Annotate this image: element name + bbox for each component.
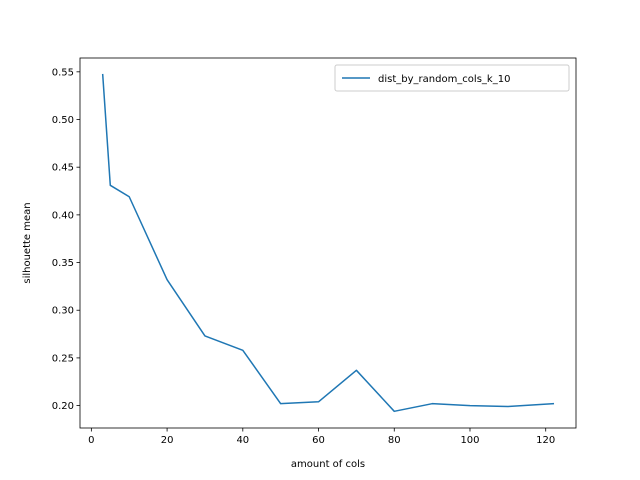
y-tick-label: 0.40 [52,210,74,221]
data-point [166,279,168,281]
data-point [280,403,282,405]
x-tick-label: 40 [236,435,249,446]
x-tick-label: 60 [312,435,325,446]
y-axis-label: silhouette mean [22,202,33,283]
y-tick-label: 0.25 [52,353,74,364]
x-tick-label: 0 [88,435,94,446]
x-tick-label: 20 [161,435,174,446]
data-point [431,403,433,405]
y-tick-label: 0.55 [52,67,74,78]
legend-box [334,64,570,92]
x-tick-label: 80 [388,435,401,446]
data-point [469,405,471,407]
y-tick-label: 0.30 [52,306,74,317]
legend: dist_by_random_cols_k_10 [334,64,570,92]
data-point [242,350,244,352]
x-axis-ticks: 0 20 40 60 80 100 120 [88,428,555,446]
data-point [394,411,396,413]
data-point [356,370,358,372]
series-line [101,73,555,413]
data-point [102,74,104,76]
data-point [128,196,130,198]
x-axis-label: amount of cols [291,459,365,470]
y-tick-label: 0.50 [52,115,74,126]
y-tick-label: 0.45 [52,163,74,174]
y-tick-label: 0.20 [52,401,74,412]
data-point [110,185,112,187]
data-point [553,403,555,405]
data-point [204,335,206,337]
y-tick-label: 0.35 [52,258,74,269]
data-point [507,406,509,408]
data-point [318,401,320,403]
legend-label: dist_by_random_cols_k_10 [378,74,510,85]
x-tick-label: 100 [460,435,479,446]
plot-frame [79,57,577,429]
x-tick-label: 120 [536,435,555,446]
y-axis-ticks: 0.20 0.25 0.30 0.35 0.40 0.45 0.50 0.55 [52,67,80,412]
series-layer [101,73,555,413]
